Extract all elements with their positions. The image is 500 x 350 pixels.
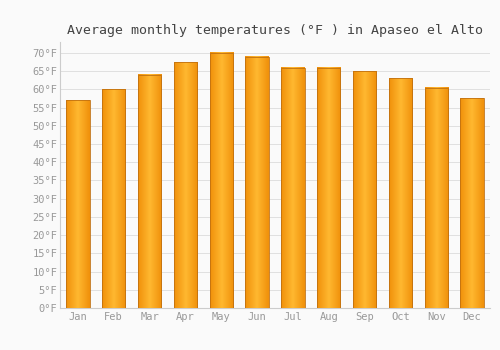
Bar (460, 98, 483, 308)
Bar (424, 88, 448, 308)
Bar (102, 89, 126, 308)
Bar (282, 68, 304, 308)
Bar (317, 68, 340, 308)
Bar (174, 62, 197, 308)
Title: Average monthly temperatures (°F ) in Apaseo el Alto: Average monthly temperatures (°F ) in Ap… (67, 24, 483, 37)
Bar (353, 71, 376, 308)
Bar (210, 53, 233, 308)
Bar (66, 100, 90, 308)
Bar (246, 57, 268, 308)
Bar (389, 78, 412, 308)
Bar (138, 75, 161, 308)
